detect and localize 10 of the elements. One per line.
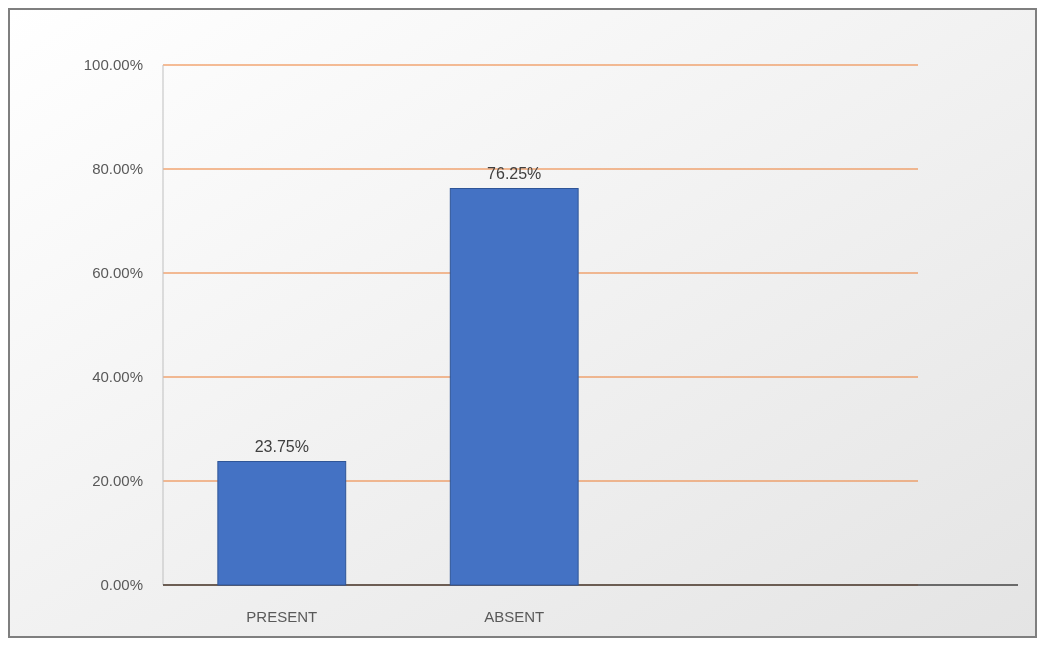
y-tick-label: 0.00% [100,576,143,594]
y-tick-label: 100.00% [83,56,143,74]
y-tick-label: 60.00% [92,264,143,282]
x-tick-label: PRESENT [246,608,318,625]
x-tick-label: ABSENT [484,608,545,625]
y-tick-label: 80.00% [92,160,143,178]
y-tick-label: 40.00% [92,368,143,386]
data-label: 23.75% [254,437,309,455]
y-tick-label: 20.00% [92,472,143,490]
data-label: 76.25% [487,164,542,182]
